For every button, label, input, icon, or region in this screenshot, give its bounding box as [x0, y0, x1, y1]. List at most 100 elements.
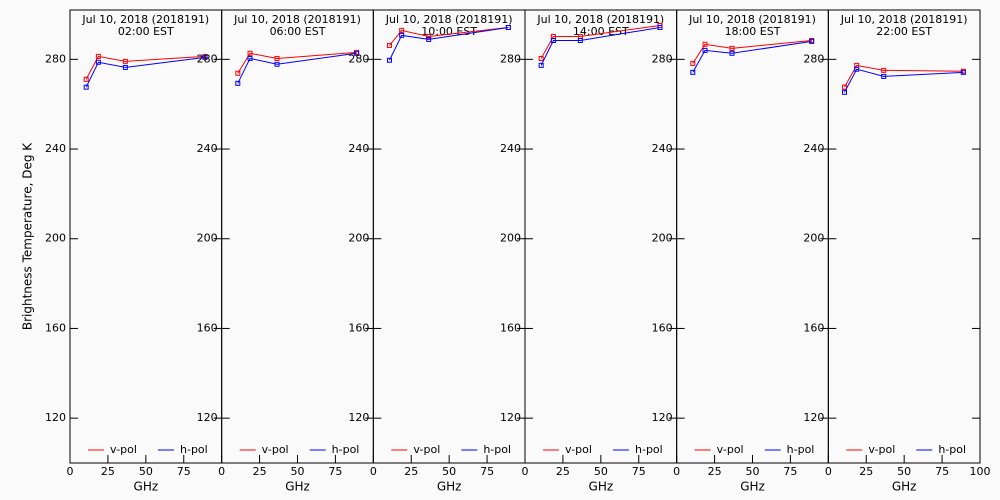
x-tick-label: 75: [328, 465, 342, 478]
y-tick-label: 120: [803, 411, 824, 424]
series-line: [844, 64, 964, 88]
point: [399, 32, 405, 38]
y-tick-label: 160: [803, 321, 824, 334]
y-tick-label: 200: [500, 232, 521, 245]
y-tick-label: 120: [652, 411, 673, 424]
point: [386, 57, 392, 63]
point: [505, 24, 511, 30]
x-tick-label: 50: [594, 465, 608, 478]
y-tick-label: 240: [652, 142, 673, 155]
point: [426, 33, 432, 39]
y-tick-label: 120: [500, 411, 521, 424]
x-tick-label: 25: [556, 465, 570, 478]
series-line: [692, 40, 812, 64]
series-line: [389, 26, 509, 46]
panel-title: Jul 10, 2018 (2018191): [385, 13, 513, 26]
point: [399, 27, 405, 33]
legend-label: v-pol: [565, 443, 592, 456]
x-axis-label: GHz: [892, 480, 917, 494]
legend-label: h-pol: [180, 443, 208, 456]
point: [809, 38, 815, 44]
point: [247, 55, 253, 61]
legend-label: h-pol: [787, 443, 815, 456]
series-line: [540, 24, 661, 59]
panel-subtitle: 02:00 EST: [118, 25, 174, 38]
series-line: [540, 26, 661, 66]
x-axis-label: GHz: [740, 480, 765, 494]
legend-label: h-pol: [938, 443, 966, 456]
point: [729, 50, 735, 56]
x-tick-label: 0: [522, 465, 529, 478]
point: [83, 76, 89, 82]
y-tick-label: 280: [45, 52, 66, 65]
y-tick-label: 280: [500, 52, 521, 65]
legend-label: h-pol: [635, 443, 663, 456]
point: [881, 73, 887, 79]
panel-title: Jul 10, 2018 (2018191): [840, 13, 968, 26]
y-tick-label: 120: [197, 411, 218, 424]
y-axis-label: Brightness Temperature, Deg K: [21, 142, 35, 330]
y-tick-label: 160: [45, 321, 66, 334]
y-tick-label: 240: [348, 142, 369, 155]
panel-subtitle: 22:00 EST: [876, 25, 932, 38]
panel-title: Jul 10, 2018 (2018191): [536, 13, 664, 26]
legend-label: h-pol: [332, 443, 360, 456]
point: [95, 53, 101, 59]
x-tick-label: 0: [67, 465, 74, 478]
point: [274, 61, 280, 67]
point: [550, 37, 556, 43]
x-tick-label: 25: [404, 465, 418, 478]
point: [235, 80, 241, 86]
y-tick-label: 160: [197, 321, 218, 334]
x-axis-label: GHz: [437, 480, 462, 494]
point: [538, 62, 544, 68]
point: [841, 84, 847, 90]
point: [690, 60, 696, 66]
series-line: [237, 52, 357, 84]
panel-subtitle: 10:00 EST: [421, 25, 477, 38]
legend-label: h-pol: [483, 443, 511, 456]
x-tick-label: 50: [897, 465, 911, 478]
series-line: [844, 68, 964, 93]
x-tick-label: 75: [632, 465, 646, 478]
x-tick-label: 75: [177, 465, 191, 478]
point: [235, 70, 241, 76]
point: [881, 67, 887, 73]
y-tick-label: 160: [348, 321, 369, 334]
x-tick-label: 50: [442, 465, 456, 478]
x-axis-label: GHz: [589, 480, 614, 494]
series-line: [237, 51, 357, 74]
x-tick-label: 0: [673, 465, 680, 478]
point: [354, 50, 360, 56]
y-tick-label: 200: [652, 232, 673, 245]
point: [690, 69, 696, 75]
y-tick-label: 240: [45, 142, 66, 155]
point: [657, 24, 663, 30]
x-tick-label: 50: [291, 465, 305, 478]
series-line: [85, 56, 206, 88]
y-tick-label: 240: [500, 142, 521, 155]
point: [122, 64, 128, 70]
point: [729, 45, 735, 51]
legend-label: v-pol: [717, 443, 744, 456]
point: [577, 37, 583, 43]
x-tick-label: 100: [970, 465, 991, 478]
y-tick-label: 160: [500, 321, 521, 334]
panel-title: Jul 10, 2018 (2018191): [688, 13, 816, 26]
y-tick-label: 160: [652, 321, 673, 334]
x-tick-label: 75: [935, 465, 949, 478]
point: [854, 66, 860, 72]
x-tick-label: 25: [101, 465, 115, 478]
point: [538, 55, 544, 61]
legend-label: v-pol: [868, 443, 895, 456]
x-tick-label: 0: [825, 465, 832, 478]
y-tick-label: 280: [803, 52, 824, 65]
x-tick-label: 50: [139, 465, 153, 478]
point: [702, 41, 708, 47]
panel-title: Jul 10, 2018 (2018191): [233, 13, 361, 26]
x-tick-label: 25: [859, 465, 873, 478]
panel-subtitle: 06:00 EST: [270, 25, 326, 38]
legend-label: v-pol: [413, 443, 440, 456]
x-axis-label: GHz: [134, 480, 159, 494]
